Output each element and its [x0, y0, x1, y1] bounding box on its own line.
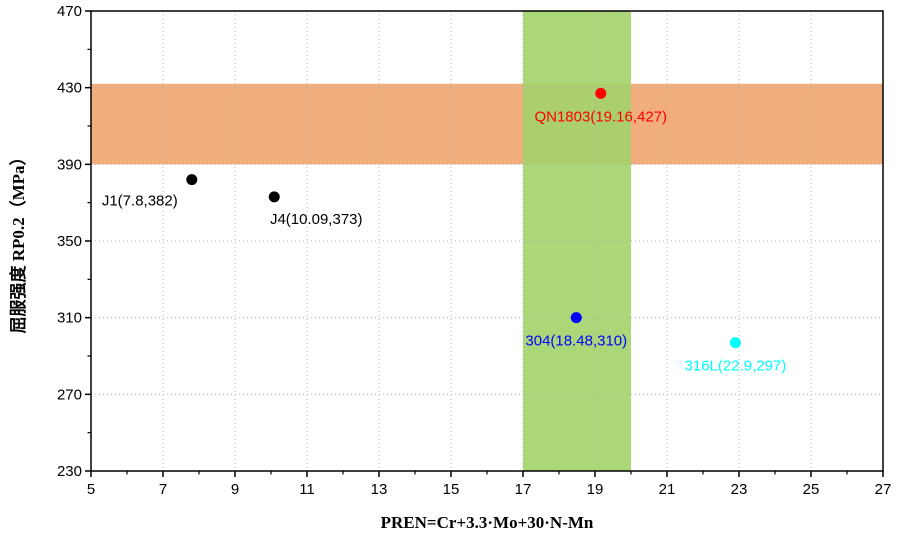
y-tick-label: 470	[57, 3, 82, 20]
x-tick-label: 9	[231, 481, 239, 498]
y-axis-title: 屈服强度 RP0.2（MPa）	[8, 148, 28, 333]
bands-layer	[91, 11, 883, 471]
x-tick-label: 7	[159, 481, 167, 498]
x-tick-label: 21	[659, 481, 676, 498]
data-point-label: 304(18.48,310)	[525, 333, 627, 350]
x-tick-label: 27	[875, 481, 892, 498]
x-tick-label: 17	[515, 481, 532, 498]
x-tick-label: 25	[803, 481, 820, 498]
y-tick-label: 270	[57, 386, 82, 403]
x-axis-title: PREN=Cr+3.3·Mo+30·N-Mn	[381, 513, 594, 532]
vertical-band	[523, 11, 631, 471]
points-layer: J1(7.8,382) J4(10.09,373) QN1803(19.16,427…	[102, 87, 787, 375]
data-point-label: 316L(22.9,297)	[685, 358, 787, 375]
x-tick-label: 15	[443, 481, 460, 498]
x-tick-label: 23	[731, 481, 748, 498]
ticks-layer: 5 7 9 11 13 15 17 19 21 23 25 27 230 270 310 350 390 430 4…	[57, 3, 891, 498]
data-point	[186, 174, 198, 186]
y-tick-label: 310	[57, 310, 82, 327]
data-point	[268, 191, 280, 203]
y-tick-label: 430	[57, 80, 82, 97]
data-point	[570, 312, 582, 324]
x-tick-label: 19	[587, 481, 604, 498]
data-point	[729, 337, 741, 349]
horizontal-band	[91, 83, 883, 165]
data-point-label: QN1803(19.16,427)	[534, 108, 667, 125]
y-tick-label: 230	[57, 463, 82, 480]
y-tick-label: 390	[57, 156, 82, 173]
data-point-label: J1(7.8,382)	[102, 193, 178, 210]
x-tick-label: 11	[299, 481, 315, 498]
y-tick-label: 350	[57, 233, 82, 250]
x-tick-label: 5	[87, 481, 95, 498]
grid-layer	[91, 11, 883, 471]
data-point	[595, 87, 607, 99]
data-point-label: J4(10.09,373)	[270, 211, 363, 228]
x-tick-label: 13	[371, 481, 388, 498]
